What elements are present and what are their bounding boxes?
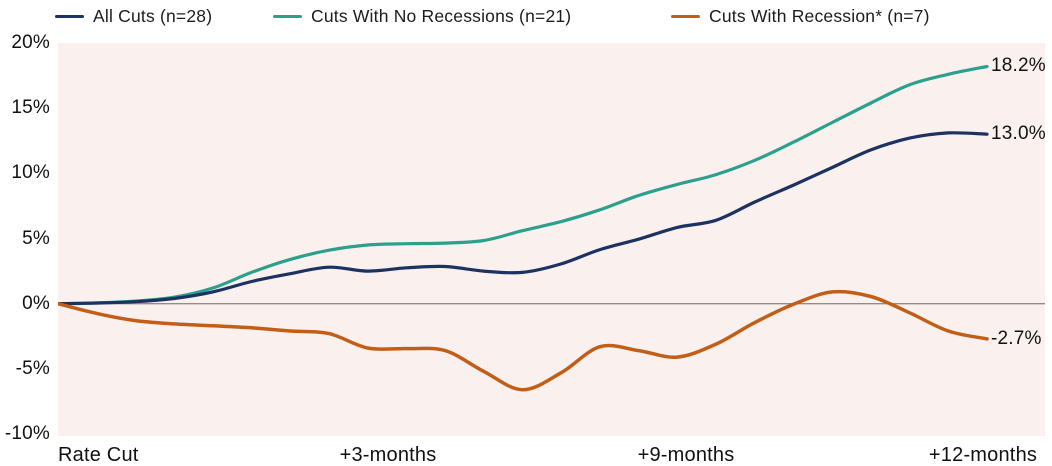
x-tick-12-months: +12-months — [928, 444, 1038, 466]
all-cuts-line-swatch-icon — [55, 14, 84, 18]
y-tick-neg5: -5% — [15, 358, 50, 379]
end-value-all-cuts: 13.0% — [991, 123, 1046, 145]
legend-label-all-cuts: All Cuts (n=28) — [93, 5, 213, 26]
series-line-2 — [58, 289, 989, 392]
y-tick-15: 15% — [11, 97, 50, 118]
x-tick-3-months: +3-months — [339, 444, 437, 466]
end-value-no-recessions: 18.2% — [991, 55, 1046, 77]
end-value-recession: -2.7% — [991, 327, 1042, 349]
y-tick-10: 10% — [11, 162, 50, 183]
x-tick-9-months: +9-months — [637, 444, 735, 466]
line-chart — [58, 64, 1045, 392]
y-tick-5: 5% — [22, 228, 50, 249]
no-recessions-line-swatch-icon — [273, 14, 302, 18]
series-line-0 — [58, 64, 989, 306]
series-line-1 — [58, 131, 989, 306]
plot-area — [58, 43, 1045, 436]
legend-item-recession: Cuts With Recession* (n=7) — [671, 4, 930, 28]
chart-legend: All Cuts (n=28) Cuts With No Recessions … — [0, 0, 1052, 32]
y-tick-neg10: -10% — [4, 423, 50, 444]
y-tick-20: 20% — [11, 32, 50, 53]
y-tick-0: 0% — [22, 293, 50, 314]
legend-item-all-cuts: All Cuts (n=28) — [55, 4, 212, 28]
legend-item-no-recessions: Cuts With No Recessions (n=21) — [273, 4, 571, 28]
legend-label-no-recessions: Cuts With No Recessions (n=21) — [311, 5, 572, 26]
x-tick-rate-cut: Rate Cut — [58, 444, 139, 466]
legend-label-recession: Cuts With Recession* (n=7) — [709, 5, 930, 26]
recession-line-swatch-icon — [671, 14, 700, 18]
